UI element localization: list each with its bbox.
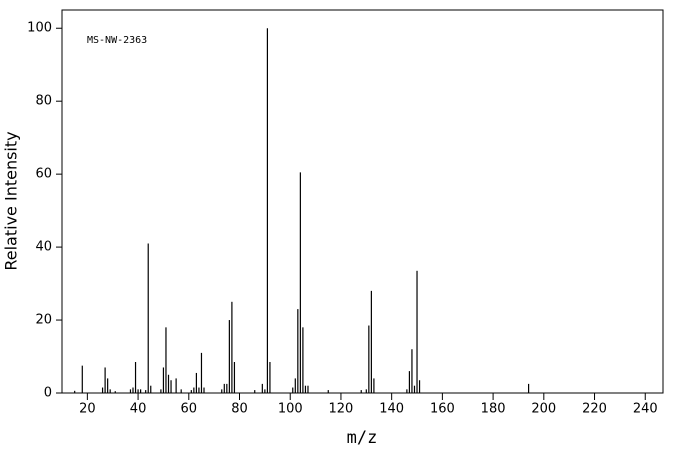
x-tick-label: 40 — [130, 402, 147, 417]
y-tick-label: 0 — [44, 386, 52, 401]
x-tick-label: 160 — [430, 402, 455, 417]
x-tick-label: 140 — [379, 402, 404, 417]
y-tick-label: 60 — [35, 167, 52, 182]
y-axis-label: Relative Intensity — [2, 131, 21, 270]
x-tick-label: 60 — [181, 402, 198, 417]
plot-frame — [61, 9, 664, 394]
x-tick-label: 20 — [79, 402, 96, 417]
y-tick-label: 40 — [35, 240, 52, 255]
x-tick-label: 220 — [582, 402, 607, 417]
x-tick-label: 120 — [329, 402, 354, 417]
x-axis-label: m/z — [347, 428, 378, 448]
x-tick-label: 240 — [633, 402, 658, 417]
y-tick-label: 80 — [35, 94, 52, 109]
x-tick-label: 180 — [481, 402, 506, 417]
x-tick-label: 200 — [531, 402, 556, 417]
y-tick-label: 100 — [27, 21, 52, 36]
x-tick-label: 100 — [278, 402, 303, 417]
annotation: MS-NW-2363 — [87, 35, 147, 46]
x-tick-label: 80 — [231, 402, 248, 417]
y-tick-label: 20 — [35, 313, 52, 328]
